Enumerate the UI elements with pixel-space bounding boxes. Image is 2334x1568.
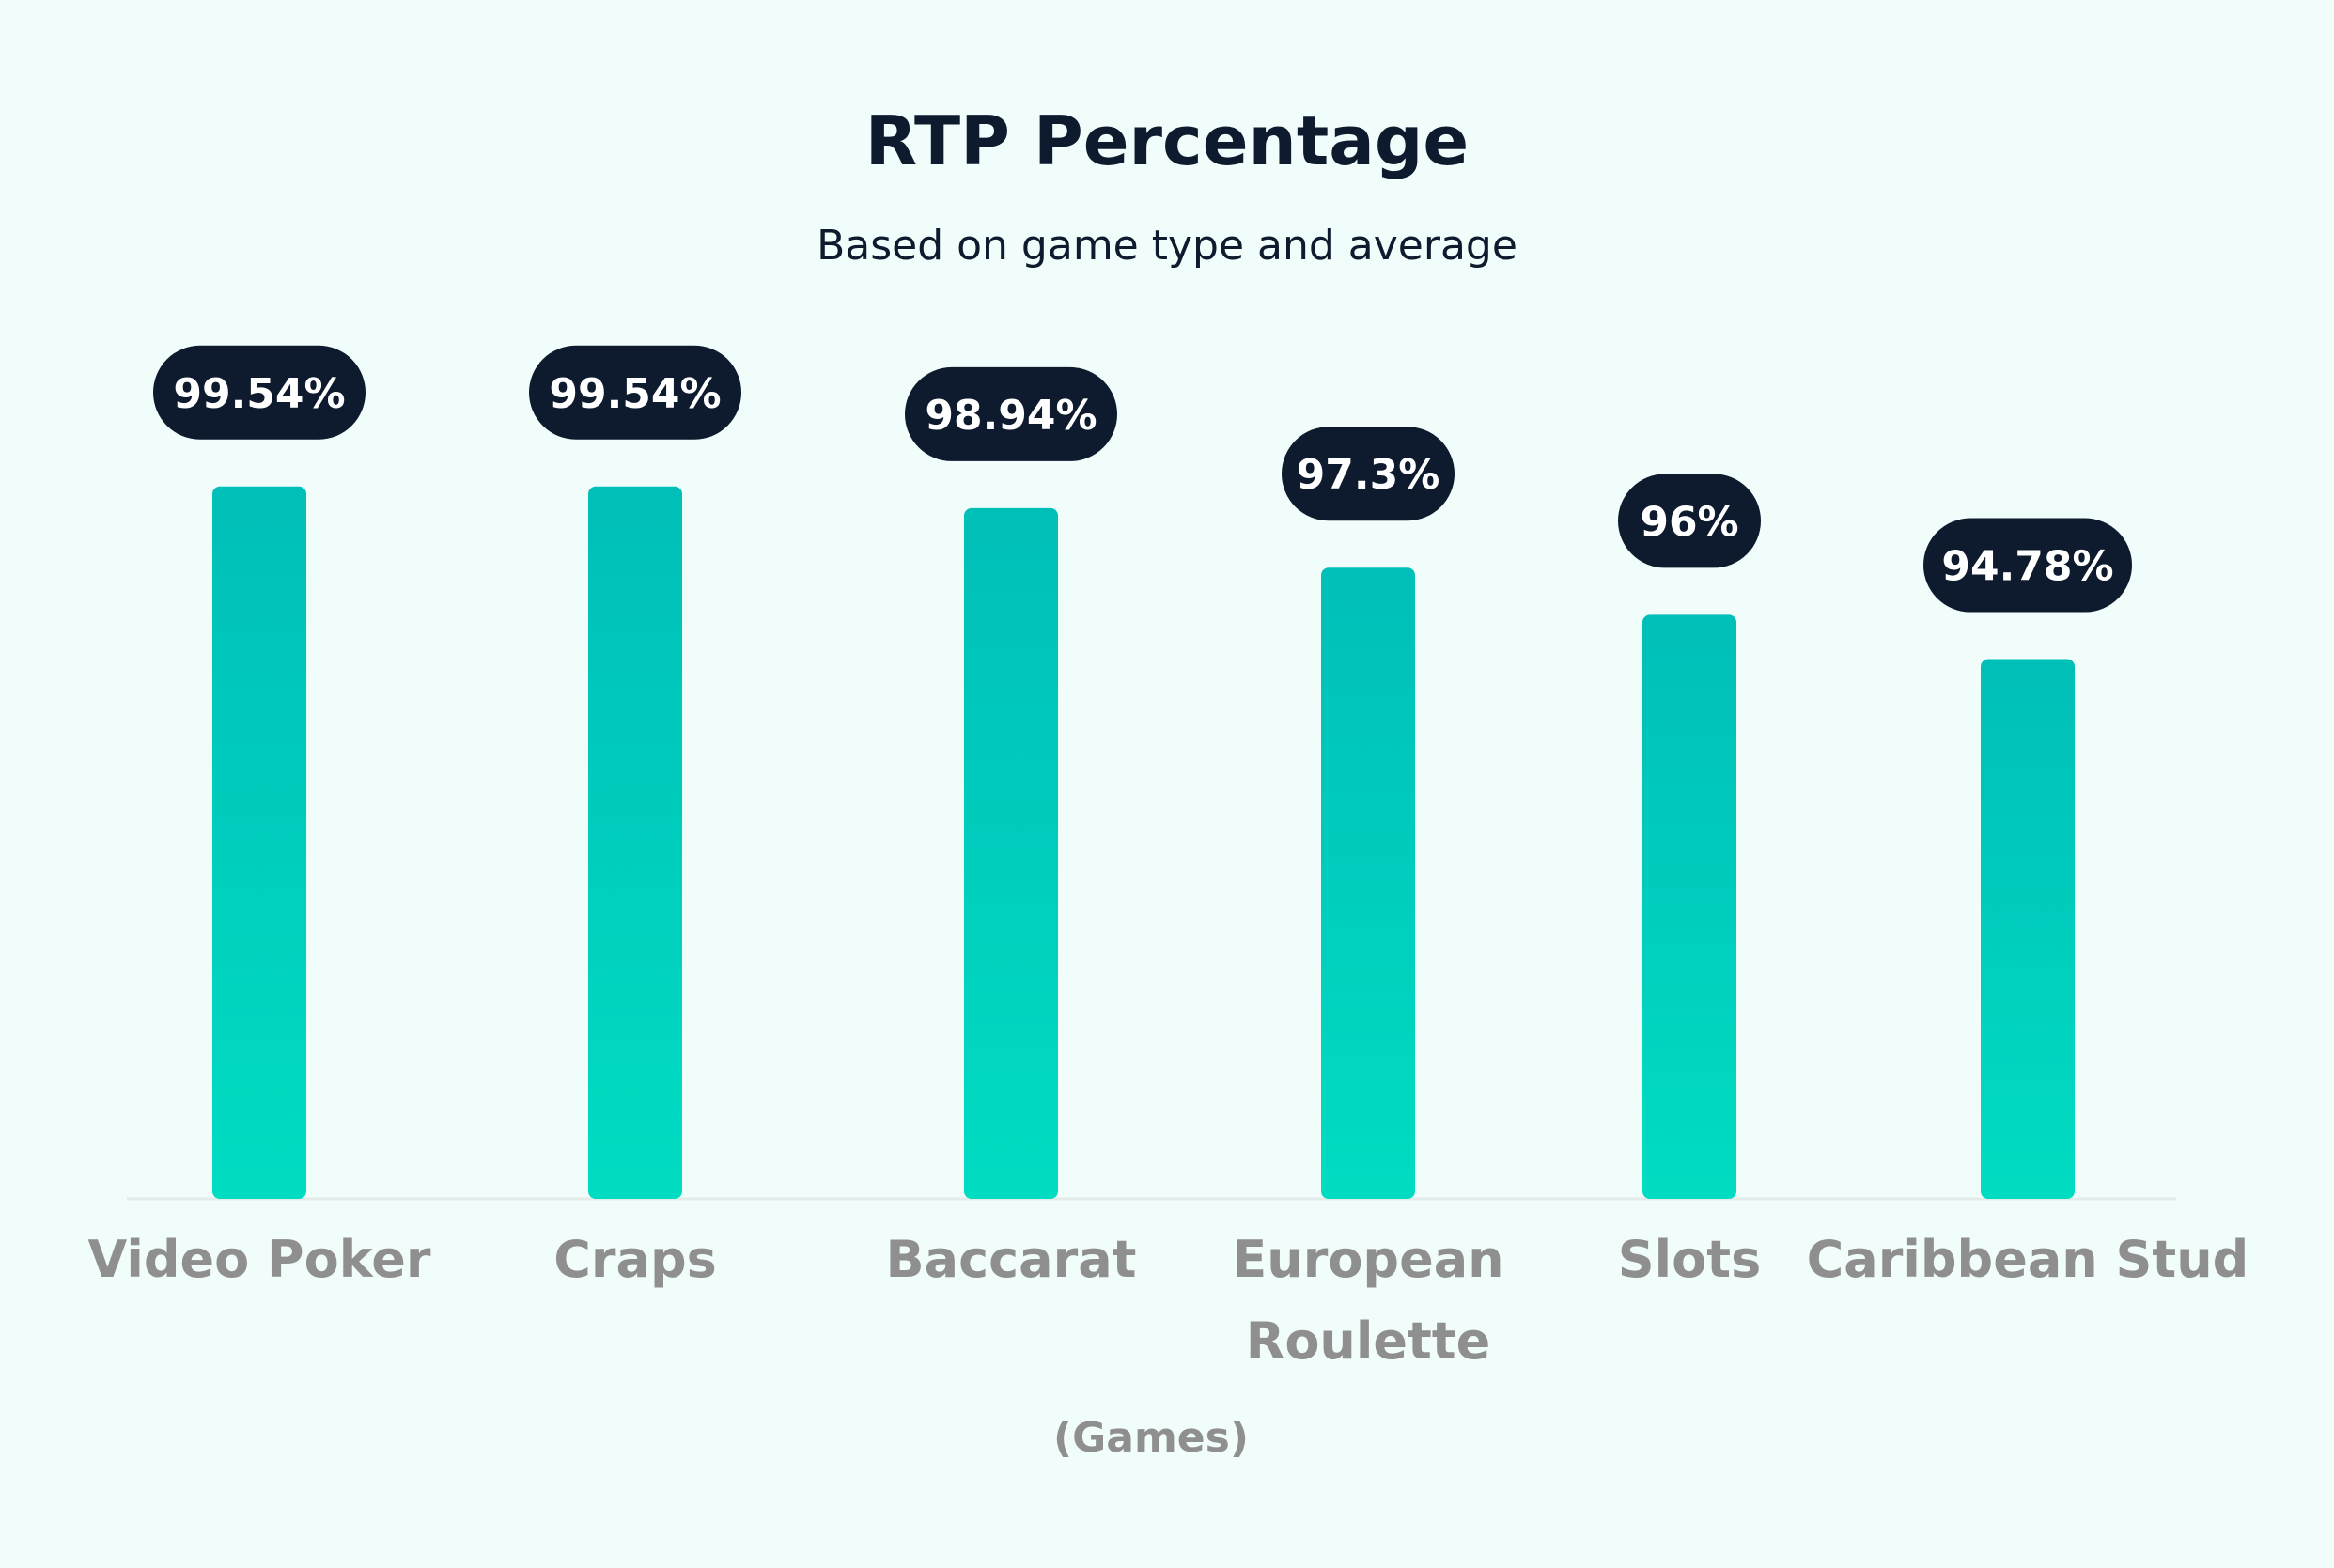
bar: [212, 486, 306, 1199]
value-label-pill: [905, 366, 1117, 461]
category-label: Slots: [1618, 1230, 1761, 1289]
bar: [1321, 567, 1415, 1199]
value-label-pill: [1282, 427, 1455, 521]
value-label: 99.54%: [549, 370, 721, 418]
category-label: European Roulette: [1232, 1230, 1503, 1371]
category-label: Baccarat: [886, 1230, 1137, 1289]
bar: [1981, 659, 2075, 1199]
value-label: 94.78%: [1941, 543, 2113, 591]
category-label: Craps: [553, 1230, 717, 1289]
category-label: Caribbean Stud: [1807, 1230, 2249, 1289]
bar: [588, 486, 682, 1199]
value-label-pill: [529, 345, 741, 440]
value-label: 97.3%: [1297, 451, 1440, 499]
x-axis-label: (Games): [1053, 1414, 1249, 1462]
chart-title: RTP Percentage: [865, 101, 1469, 180]
category-label: Video Poker: [88, 1230, 431, 1289]
value-label-pill: [1923, 518, 2132, 613]
value-label-pill: [1618, 474, 1761, 568]
value-label: 98.94%: [925, 392, 1097, 440]
value-label-pill: [153, 345, 366, 440]
bar: [964, 507, 1058, 1199]
value-label: 99.54%: [173, 370, 345, 418]
bars-group: 99.54% Video Poker 99.54% Craps 98.94% Baccar…: [88, 345, 2249, 1371]
bar: [1642, 614, 1736, 1199]
value-label: 96%: [1640, 498, 1738, 546]
chart-subtitle: Based on game type and average: [817, 222, 1517, 270]
